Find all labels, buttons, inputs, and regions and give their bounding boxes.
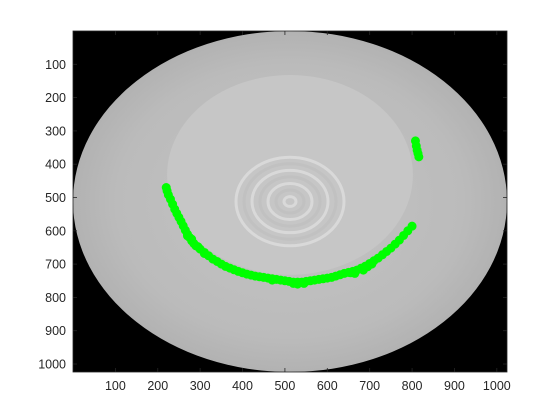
data-point bbox=[350, 268, 360, 278]
data-point bbox=[414, 152, 424, 162]
x-tick-label: 200 bbox=[147, 379, 168, 393]
ring bbox=[242, 162, 338, 241]
y-tick-label: 300 bbox=[45, 124, 66, 138]
data-point bbox=[267, 275, 277, 285]
x-tick-label: 400 bbox=[232, 379, 253, 393]
data-point bbox=[299, 278, 309, 288]
y-axis: 100 200 300 400 500 600 700 800 900 1000 bbox=[38, 58, 507, 372]
x-tick-label: 100 bbox=[105, 379, 126, 393]
y-tick-label: 200 bbox=[45, 91, 66, 105]
ring bbox=[250, 168, 330, 235]
x-tick-label: 900 bbox=[444, 379, 465, 393]
ring bbox=[266, 181, 314, 222]
y-tick-label: 700 bbox=[45, 258, 66, 272]
data-point bbox=[199, 248, 209, 258]
data-point bbox=[187, 234, 197, 244]
ring bbox=[274, 188, 306, 215]
x-tick-label: 600 bbox=[317, 379, 338, 393]
x-tick-label: 1000 bbox=[483, 379, 511, 393]
y-tick-label: 900 bbox=[45, 324, 66, 338]
y-tick-label: 400 bbox=[45, 158, 66, 172]
data-point bbox=[193, 242, 203, 252]
ring-pattern bbox=[234, 155, 346, 248]
axes-box bbox=[72, 30, 508, 373]
y-tick-label: 1000 bbox=[38, 358, 66, 372]
plot-area bbox=[73, 31, 507, 372]
x-tick-label: 700 bbox=[359, 379, 380, 393]
inner-disc bbox=[167, 74, 413, 275]
y-tick-label: 100 bbox=[45, 58, 66, 72]
ring bbox=[234, 155, 346, 248]
x-axis: 100 200 300 400 500 600 700 800 900 1000 bbox=[105, 31, 511, 393]
y-tick-label: 800 bbox=[45, 291, 66, 305]
x-tick-label: 500 bbox=[274, 379, 295, 393]
x-tick-label: 800 bbox=[402, 379, 423, 393]
data-point bbox=[407, 221, 417, 231]
data-point bbox=[367, 259, 377, 269]
y-tick-label: 500 bbox=[45, 191, 66, 205]
y-tick-label: 600 bbox=[45, 224, 66, 238]
scatter-series bbox=[161, 136, 424, 289]
ring bbox=[258, 175, 322, 228]
x-tick-label: 300 bbox=[190, 379, 211, 393]
ring bbox=[282, 195, 298, 208]
